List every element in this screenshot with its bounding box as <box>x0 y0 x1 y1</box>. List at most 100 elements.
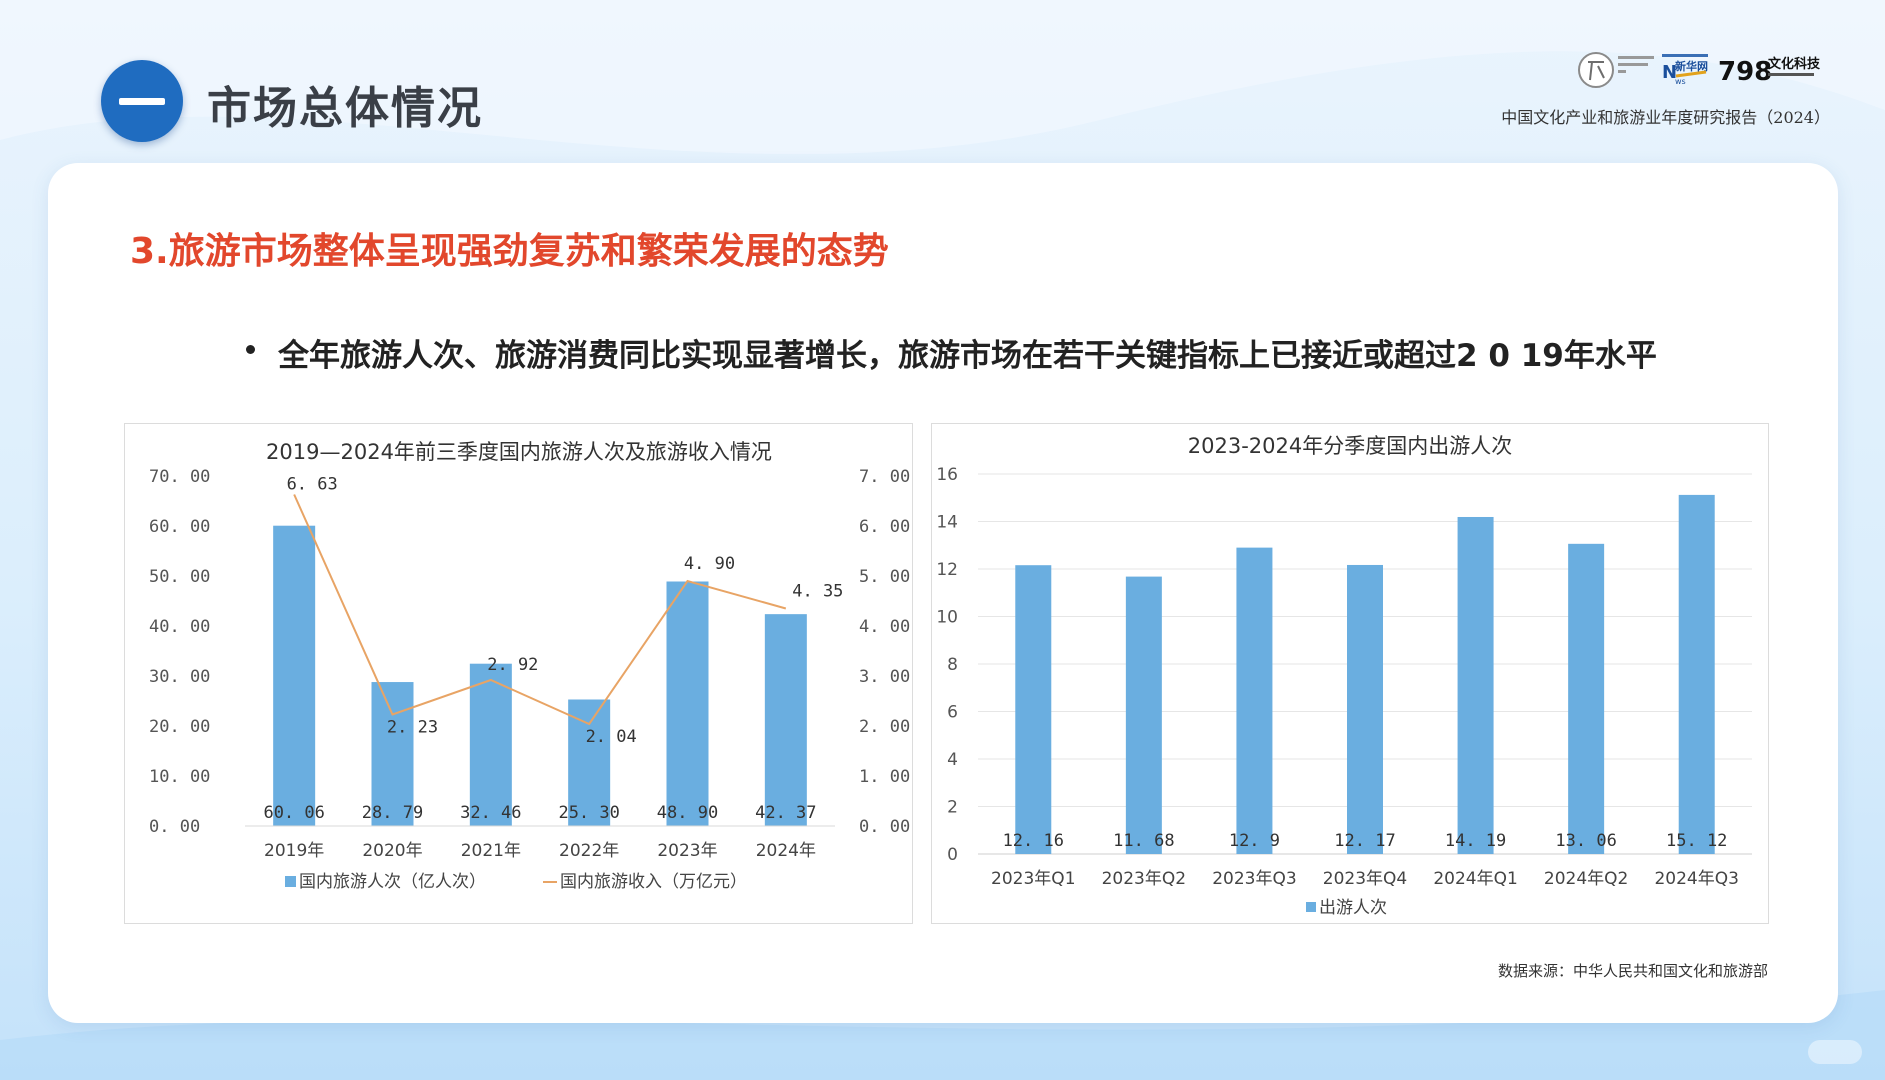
svg-text:ws: ws <box>1675 77 1686 86</box>
chart1-bar-label: 32. 46 <box>460 803 521 823</box>
chart2-bar <box>1236 547 1273 854</box>
chart1-left-tick: 70. 00 <box>149 467 210 487</box>
chart1-right-tick: 1. 00 <box>859 767 910 787</box>
chart1-bar-label: 28. 79 <box>362 803 423 823</box>
chart2-y-tick: 14 <box>936 513 958 533</box>
chart1-revenue-line <box>293 494 787 726</box>
bullet-dot <box>246 345 255 354</box>
chart2-legend-label: 出游人次 <box>1319 898 1387 918</box>
chart1-bar <box>469 663 512 826</box>
svg-text:文化科技: 文化科技 <box>1768 56 1821 72</box>
chart2-bar <box>1568 543 1605 854</box>
chart2-bar-label: 15. 12 <box>1666 831 1727 851</box>
chart1-category-label: 2020年 <box>362 841 422 861</box>
xinhuanet-logo: N 新华网 ws <box>1662 54 1708 86</box>
chart1-bar <box>666 581 709 826</box>
chart1-category-label: 2023年 <box>657 841 717 861</box>
chart2-y-tick: 4 <box>947 750 958 770</box>
chart1-line-label: 4. 90 <box>684 554 735 574</box>
chart2-y-tick: 16 <box>936 465 958 485</box>
chart2-bar-label: 12. 9 <box>1229 831 1280 851</box>
chart2-title: 2023-2024年分季度国内出游人次 <box>1188 434 1512 458</box>
section-number-badge <box>101 60 183 142</box>
chart1-category-label: 2019年 <box>264 841 324 861</box>
chart1-svg: 2019—2024年前三季度国内旅游人次及旅游收入情况 0. 00 10. 00 20… <box>149 440 910 892</box>
chart1-right-tick: 7. 00 <box>859 467 910 487</box>
tourism-trips-revenue-chart: 2019—2024年前三季度国内旅游人次及旅游收入情况 0. 00 10. 00 20… <box>124 423 913 924</box>
chart1-legend-line-label: 国内旅游收入（万亿元） <box>560 872 747 892</box>
chart2-y-tick: 12 <box>936 560 958 580</box>
svg-text:N: N <box>1662 62 1677 83</box>
chart2-bar <box>1125 576 1162 854</box>
chart1-legend-bar-swatch <box>285 876 296 887</box>
798-logo: 798 文化科技 <box>1718 56 1821 87</box>
chart1-category-label: 2021年 <box>461 841 521 861</box>
chart1-bar <box>764 614 807 826</box>
chart2-y-tick: 0 <box>947 845 958 865</box>
bullet-text: 全年旅游人次、旅游消费同比实现显著增长，旅游市场在若干关键指标上已接近或超过2 … <box>278 338 1657 374</box>
chart2-category-label: 2023年Q3 <box>1212 869 1296 889</box>
chart2-bar-label: 12. 17 <box>1334 831 1395 851</box>
chart2-y-tick: 10 <box>936 608 958 628</box>
chart1-category-label: 2024年 <box>756 841 816 861</box>
chart2-bar <box>1015 565 1052 854</box>
chart2-category-label: 2024年Q3 <box>1654 869 1738 889</box>
chart1-left-tick: 0. 00 <box>149 817 200 837</box>
section-title: 市场总体情况 <box>207 83 483 134</box>
chart2-bar <box>1678 494 1715 854</box>
chart1-bar-label: 25. 30 <box>558 803 619 823</box>
chart1-line-label: 2. 23 <box>387 718 438 738</box>
chart2-legend-swatch <box>1306 902 1316 912</box>
chart1-bar-label: 42. 37 <box>755 803 816 823</box>
chart1-line-label: 6. 63 <box>287 475 338 495</box>
chart2-bar-label: 14. 19 <box>1445 831 1506 851</box>
chart1-line-label: 2. 92 <box>487 655 538 675</box>
section-number-one <box>119 98 165 105</box>
chart2-bar <box>1457 516 1494 854</box>
chart2-bar <box>1347 564 1383 854</box>
chart2-category-label: 2024年Q1 <box>1433 869 1517 889</box>
chart1-right-tick: 2. 00 <box>859 717 910 737</box>
chart1-legend-bar-label: 国内旅游人次（亿人次） <box>299 872 486 892</box>
chart1-left-tick: 10. 00 <box>149 767 210 787</box>
chart2-svg: 2023-2024年分季度国内出游人次 0 2 4 6 8 10 12 14 16 12. 16 11… <box>936 434 1752 918</box>
chart1-left-tick: 20. 00 <box>149 717 210 737</box>
svg-text:新华网: 新华网 <box>1675 59 1708 73</box>
chart1-left-tick: 30. 00 <box>149 667 210 687</box>
chart1-right-tick: 3. 00 <box>859 667 910 687</box>
chart1-bar <box>371 682 414 826</box>
chart1-left-tick: 60. 00 <box>149 517 210 537</box>
sub-heading: 3.旅游市场整体呈现强劲复苏和繁荣发展的态势 <box>130 231 889 272</box>
svg-text:798: 798 <box>1718 57 1772 87</box>
watermark-badge <box>1808 1040 1862 1064</box>
chart1-left-tick: 50. 00 <box>149 567 210 587</box>
chart1-bar-label: 48. 90 <box>657 803 718 823</box>
chart1-bar <box>273 525 316 826</box>
chart1-right-tick: 5. 00 <box>859 567 910 587</box>
data-source: 数据来源：中华人民共和国文化和旅游部 <box>1497 962 1768 980</box>
chart2-bar-label: 11. 68 <box>1113 831 1174 851</box>
chart1-category-label: 2022年 <box>559 841 619 861</box>
chart2-category-label: 2024年Q2 <box>1544 869 1628 889</box>
chart1-title: 2019—2024年前三季度国内旅游人次及旅游收入情况 <box>266 440 772 464</box>
chart1-right-tick: 0. 00 <box>859 817 910 837</box>
chart2-category-label: 2023年Q4 <box>1323 869 1407 889</box>
chart1-left-tick: 40. 00 <box>149 617 210 637</box>
jicf-seal-logo <box>1578 52 1654 88</box>
chart2-bar-label: 12. 16 <box>1003 831 1064 851</box>
quarterly-trips-chart: 2023-2024年分季度国内出游人次 0 2 4 6 8 10 12 14 16 12. 16 11… <box>931 423 1769 924</box>
chart2-y-tick: 2 <box>947 798 958 818</box>
chart1-bar <box>568 699 611 826</box>
chart1-right-tick: 4. 00 <box>859 617 910 637</box>
chart2-y-tick: 6 <box>947 703 958 723</box>
chart2-category-label: 2023年Q1 <box>991 869 1075 889</box>
chart1-line-label: 2. 04 <box>586 727 637 747</box>
chart1-right-tick: 6. 00 <box>859 517 910 537</box>
report-name: 中国文化产业和旅游业年度研究报告（2024） <box>1501 108 1830 127</box>
chart1-line-label: 4. 35 <box>792 582 843 602</box>
chart2-y-tick: 8 <box>947 655 958 675</box>
partner-logos: N 新华网 ws 798 文化科技 <box>1578 52 1821 88</box>
chart2-category-label: 2023年Q2 <box>1102 869 1186 889</box>
chart1-bar-label: 60. 06 <box>263 803 324 823</box>
